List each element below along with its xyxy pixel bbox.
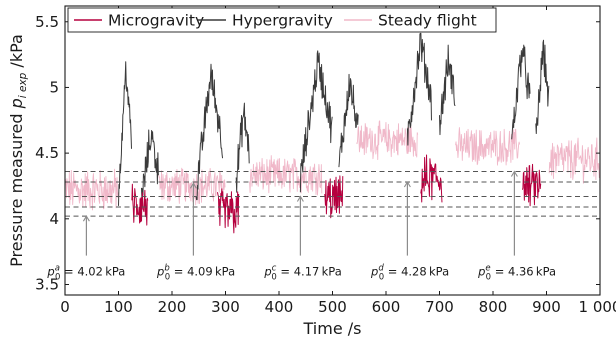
x-tick-label: 600	[372, 298, 401, 316]
y-axis-title-unit: /kPa	[7, 34, 26, 72]
series-trace-hypergravity	[511, 44, 531, 140]
x-tick-label: 0	[60, 298, 70, 316]
series-trace-microgravity	[216, 188, 240, 234]
y-tick-label: 5.5	[35, 13, 59, 31]
series-trace-microgravity	[323, 175, 344, 219]
series-trace-steady-flight	[455, 127, 521, 166]
x-tick-label: 400	[265, 298, 294, 316]
series-trace-hypergravity	[141, 129, 159, 203]
annotation-label-b: pb 0 = 4.09 kPa	[156, 263, 235, 282]
x-tick-label: 800	[479, 298, 508, 316]
annotation-subscript: 0	[486, 272, 491, 282]
series-trace-hypergravity	[406, 32, 432, 146]
annotation-superscript: e	[485, 263, 490, 273]
y-axis-title-prefix: Pressure measured	[7, 108, 26, 266]
annotation-p-symbol: p	[263, 264, 271, 278]
y-tick-label: 5	[49, 78, 59, 96]
y-tick-label: 4.5	[35, 144, 59, 162]
annotation-value: = 4.36 kPa	[491, 264, 556, 278]
annotation-arrowhead-d	[403, 180, 411, 188]
annotation-arrowhead-e	[510, 170, 518, 177]
annotation-superscript: b	[164, 263, 169, 273]
annotation-value: = 4.09 kPa	[170, 264, 235, 278]
annotation-value: = 4.28 kPa	[384, 264, 449, 278]
x-tick-label: 500	[318, 298, 347, 316]
series-trace-steady-flight	[249, 155, 323, 196]
series-trace-hypergravity	[235, 102, 250, 193]
series-trace-hypergravity	[338, 73, 359, 168]
annotation-subscript: 0	[55, 272, 60, 282]
annotation-subscript: 0	[165, 272, 170, 282]
annotation-subscript: 0	[379, 272, 384, 282]
annotation-superscript: d	[378, 263, 384, 273]
annotation-value: = 4.02 kPa	[60, 264, 125, 278]
annotation-p-symbol: p	[370, 264, 378, 278]
legend-label-microgravity: Microgravity	[108, 12, 204, 30]
series-trace-hypergravity	[535, 39, 550, 135]
annotation-superscript: c	[272, 263, 277, 273]
annotation-superscript: a	[55, 263, 60, 273]
x-tick-label: 700	[425, 298, 454, 316]
y-tick-label: 3.5	[35, 275, 59, 293]
y-tick-label: 4	[49, 210, 59, 228]
legend-box	[67, 7, 497, 33]
series-trace-hypergravity	[299, 50, 333, 193]
series-trace-hypergravity	[118, 61, 132, 206]
y-axis-title-sub: i exp	[17, 72, 29, 98]
series-trace-microgravity	[131, 183, 149, 226]
x-axis-title: Time /s	[303, 319, 362, 338]
series-trace-microgravity	[420, 154, 443, 203]
annotation-label-c: pc 0 = 4.17 kPa	[263, 263, 341, 282]
annotation-p-symbol: p	[156, 264, 164, 278]
x-tick-label: 200	[158, 298, 187, 316]
y-axis-title-var: p	[7, 98, 26, 109]
legend-label-steady-flight: Steady flight	[378, 12, 477, 30]
annotation-label-a: pa 0 = 4.02 kPa	[46, 263, 125, 282]
series-trace-steady-flight	[65, 168, 119, 211]
y-axis-title: Pressure measured pi exp /kPa	[7, 34, 29, 267]
series-trace-hypergravity	[439, 44, 456, 136]
annotation-p-symbol: p	[477, 264, 485, 278]
legend-label-hypergravity: Hypergravity	[232, 12, 333, 30]
x-tick-label: 300	[211, 298, 240, 316]
annotation-arrowhead-a	[82, 215, 90, 222]
plot-data-layer	[65, 32, 600, 234]
legend: Microgravity Hypergravity Steady flight	[67, 7, 497, 33]
annotation-arrowhead-c	[296, 195, 304, 202]
x-tick-label: 900	[532, 298, 561, 316]
annotation-arrowhead-b	[189, 182, 197, 189]
annotations-layer: pa 0 = 4.02 kPa pb 0 = 4.09 kPa pc 0 = 4.17 k…	[46, 170, 556, 282]
plot-frame	[64, 5, 601, 296]
annotation-label-e: pe 0 = 4.36 kPa	[477, 263, 556, 282]
x-tick-label: 1 000	[579, 298, 616, 316]
annotation-value: = 4.17 kPa	[277, 264, 342, 278]
reference-lines-layer	[65, 171, 600, 217]
series-trace-hypergravity	[195, 63, 224, 201]
annotation-p-symbol: p	[46, 264, 54, 278]
series-trace-microgravity	[521, 163, 542, 207]
annotation-subscript: 0	[271, 272, 276, 282]
series-trace-steady-flight	[548, 137, 600, 184]
annotation-label-d: pd 0 = 4.28 kPa	[370, 263, 449, 282]
x-tick-label: 100	[104, 298, 133, 316]
